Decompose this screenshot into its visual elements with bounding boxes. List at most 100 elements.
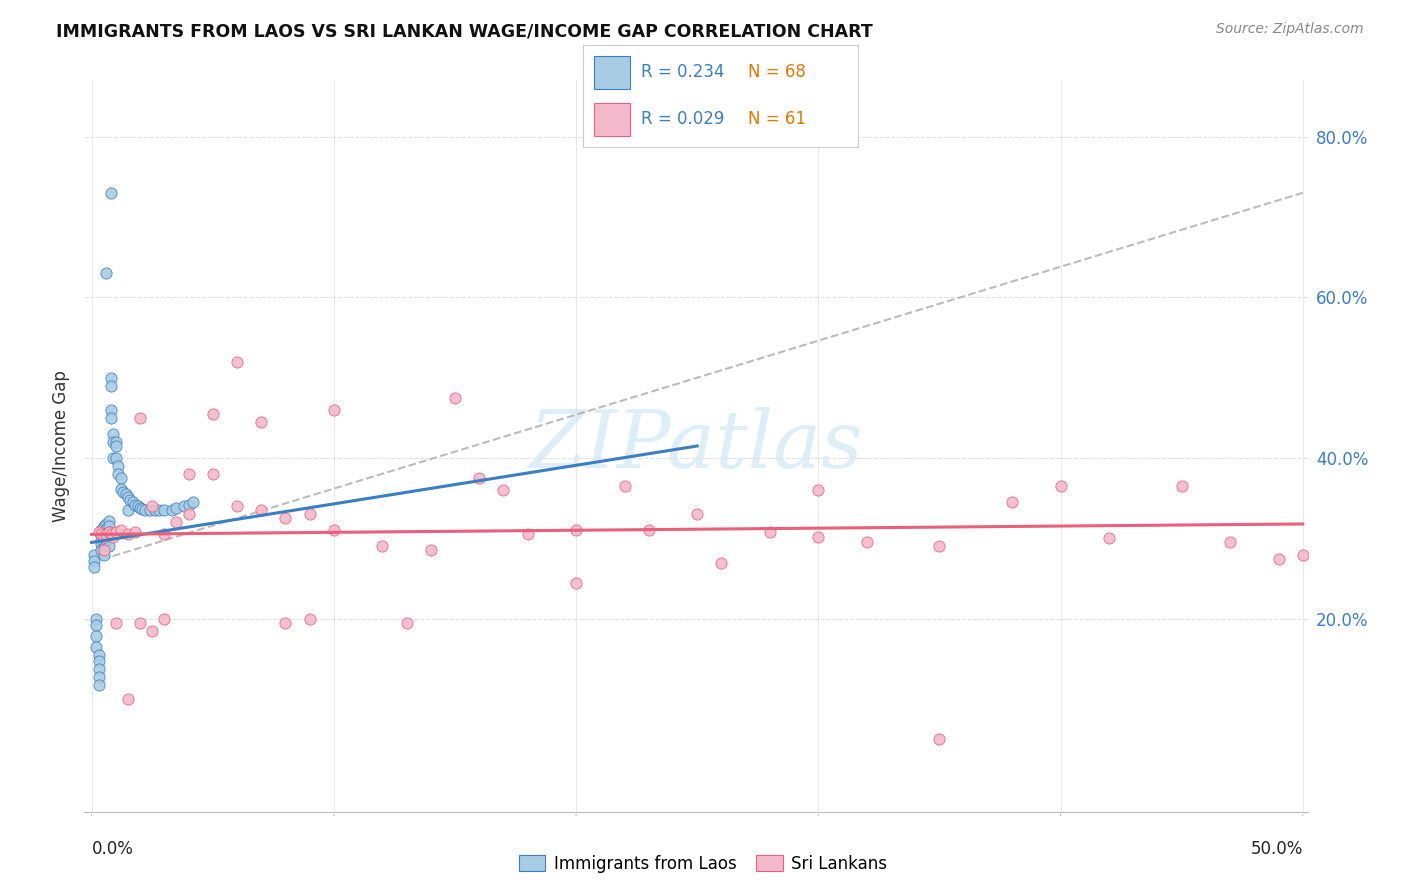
Point (250, 503, 273, 517)
Point (1170, 479, 1192, 493)
Point (139, 503, 162, 517)
Point (96, 533, 118, 547)
Point (322, 402, 344, 417)
Point (419, 543, 441, 558)
Point (127, 500, 149, 514)
Point (1098, 532, 1121, 546)
Point (173, 500, 195, 514)
Point (274, 511, 297, 525)
Point (83, 548, 105, 562)
Text: 50.0%: 50.0% (1250, 840, 1303, 858)
Point (90, 543, 112, 558)
Point (274, 615, 297, 630)
Point (565, 524, 588, 538)
FancyBboxPatch shape (595, 103, 630, 136)
Point (96, 527, 118, 541)
Point (160, 503, 183, 517)
Point (93, 541, 115, 555)
Point (90, 537, 112, 551)
Point (103, 451, 125, 466)
Point (110, 524, 132, 538)
Point (1267, 551, 1289, 566)
Point (87, 648, 110, 662)
Point (107, 459, 129, 474)
Point (124, 498, 146, 512)
Text: ZIPatlas: ZIPatlas (529, 408, 863, 484)
Point (613, 479, 636, 493)
Point (565, 575, 588, 590)
Point (117, 503, 139, 517)
Point (1001, 495, 1024, 509)
Point (177, 508, 200, 522)
Point (97, 524, 120, 539)
Text: Source: ZipAtlas.com: Source: ZipAtlas.com (1216, 22, 1364, 37)
Text: IMMIGRANTS FROM LAOS VS SRI LANKAN WAGE/INCOME GAP CORRELATION CHART: IMMIGRANTS FROM LAOS VS SRI LANKAN WAGE/… (56, 22, 873, 40)
Point (107, 467, 129, 482)
Point (177, 498, 200, 512)
Point (103, 530, 125, 544)
Point (93, 530, 115, 544)
Point (104, 451, 127, 466)
Point (87, 654, 110, 668)
Point (97, 524, 120, 539)
Point (87, 662, 110, 676)
Text: 0.0%: 0.0% (91, 840, 134, 858)
Text: R = 0.029: R = 0.029 (641, 111, 724, 128)
Point (153, 503, 176, 517)
Point (516, 527, 538, 541)
Point (104, 439, 127, 453)
Point (100, 527, 122, 541)
Point (87, 524, 110, 539)
Point (86, 630, 108, 644)
Point (100, 378, 122, 392)
Point (1049, 479, 1071, 493)
Point (100, 410, 122, 425)
Point (110, 482, 132, 496)
Point (131, 502, 153, 516)
Point (153, 612, 176, 626)
Point (129, 615, 152, 630)
Point (250, 415, 273, 429)
Point (322, 524, 344, 538)
Text: N = 68: N = 68 (748, 63, 806, 81)
Point (93, 535, 115, 549)
Point (134, 503, 156, 517)
Point (96, 527, 118, 541)
Point (395, 615, 418, 630)
Point (492, 483, 515, 498)
Point (87, 678, 110, 692)
Point (928, 732, 950, 747)
Point (104, 524, 127, 539)
Point (759, 524, 782, 539)
Point (143, 503, 166, 517)
Point (83, 559, 105, 574)
Point (97, 514, 120, 528)
Point (371, 540, 394, 554)
Legend: Immigrants from Laos, Sri Lankans: Immigrants from Laos, Sri Lankans (512, 848, 894, 880)
FancyBboxPatch shape (595, 56, 630, 88)
Point (97, 540, 120, 554)
Point (90, 527, 112, 541)
Point (93, 524, 115, 539)
Point (93, 548, 115, 562)
Point (1219, 535, 1241, 549)
Point (104, 615, 127, 630)
Point (86, 618, 108, 632)
Point (148, 503, 170, 517)
Point (928, 540, 950, 554)
Point (153, 527, 176, 541)
Point (83, 554, 105, 568)
Point (93, 543, 115, 558)
Point (117, 692, 139, 706)
Point (117, 490, 139, 504)
Point (112, 484, 135, 499)
Point (114, 487, 136, 501)
Point (117, 527, 139, 541)
Point (104, 434, 127, 449)
Point (87, 670, 110, 684)
Point (807, 530, 830, 544)
Point (298, 612, 321, 626)
Point (97, 532, 120, 546)
Point (177, 467, 200, 482)
Point (120, 492, 142, 507)
